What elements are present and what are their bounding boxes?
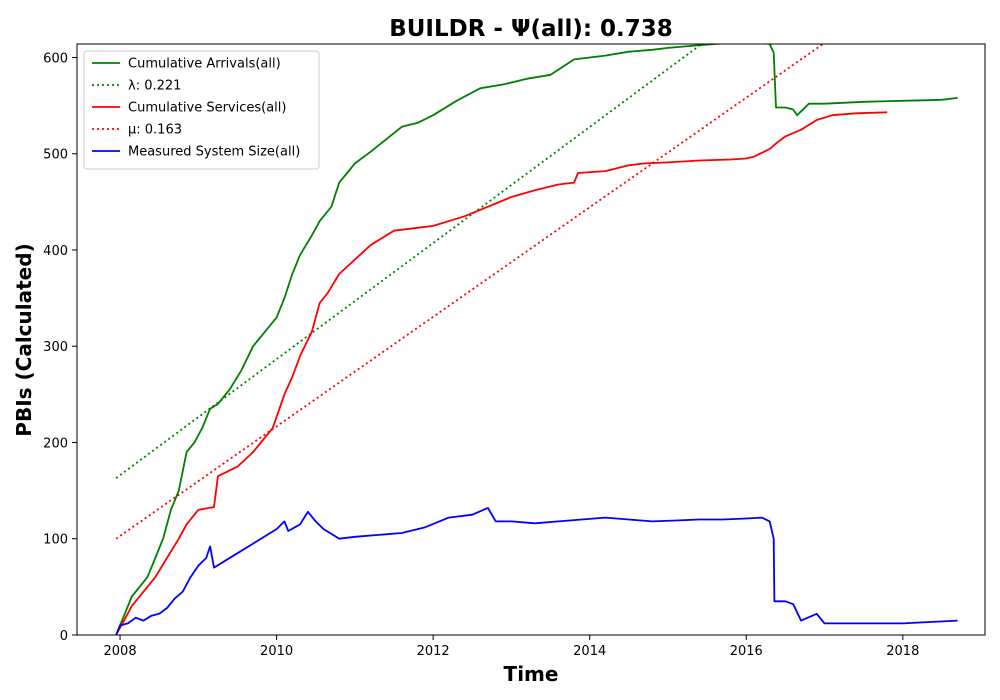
plot-area <box>115 44 958 635</box>
series-line-1-cumulative-arrivals-all <box>115 44 958 635</box>
legend: Cumulative Arrivals(all) λ: 0.221 Cumulati… <box>83 50 320 170</box>
x-tick-label: 2016 <box>730 644 763 659</box>
series-line-3-cumulative-services-all <box>115 111 888 635</box>
x-tick-label: 2014 <box>573 644 606 659</box>
y-tick-label: 200 <box>43 436 68 451</box>
y-tick-label: 500 <box>43 148 68 163</box>
y-tick-label: 300 <box>43 340 68 355</box>
legend-label: Cumulative Services(all) <box>128 101 286 116</box>
series-line-5-measured-system-size-all <box>115 506 958 635</box>
x-tick-label: 2012 <box>417 644 450 659</box>
x-axis: 2008 2010 2012 2014 2016 2018 <box>104 635 919 659</box>
y-tick-label: 0 <box>60 629 68 644</box>
series-line-4-0-163 <box>115 44 824 540</box>
legend-label: μ: 0.163 <box>128 123 182 138</box>
y-tick-label: 400 <box>43 244 68 259</box>
x-axis-title: Time <box>504 662 559 686</box>
y-tick-label: 600 <box>43 51 68 66</box>
x-tick-label: 2008 <box>104 644 137 659</box>
y-axis: 0 100 200 300 400 500 600 <box>43 51 77 644</box>
legend-label: Measured System Size(all) <box>128 145 300 160</box>
series-line-2-0-221 <box>115 44 703 479</box>
legend-label: Cumulative Arrivals(all) <box>128 57 281 72</box>
legend-box <box>83 50 320 170</box>
legend-label: λ: 0.221 <box>128 79 181 94</box>
y-tick-label: 100 <box>43 533 68 548</box>
y-axis-title: PBIs (Calculated) <box>12 243 36 436</box>
x-tick-label: 2010 <box>260 644 293 659</box>
chart-title: BUILDR - Ψ(all): 0.738 <box>389 16 673 42</box>
x-tick-label: 2018 <box>886 644 919 659</box>
plot-frame <box>76 43 986 636</box>
